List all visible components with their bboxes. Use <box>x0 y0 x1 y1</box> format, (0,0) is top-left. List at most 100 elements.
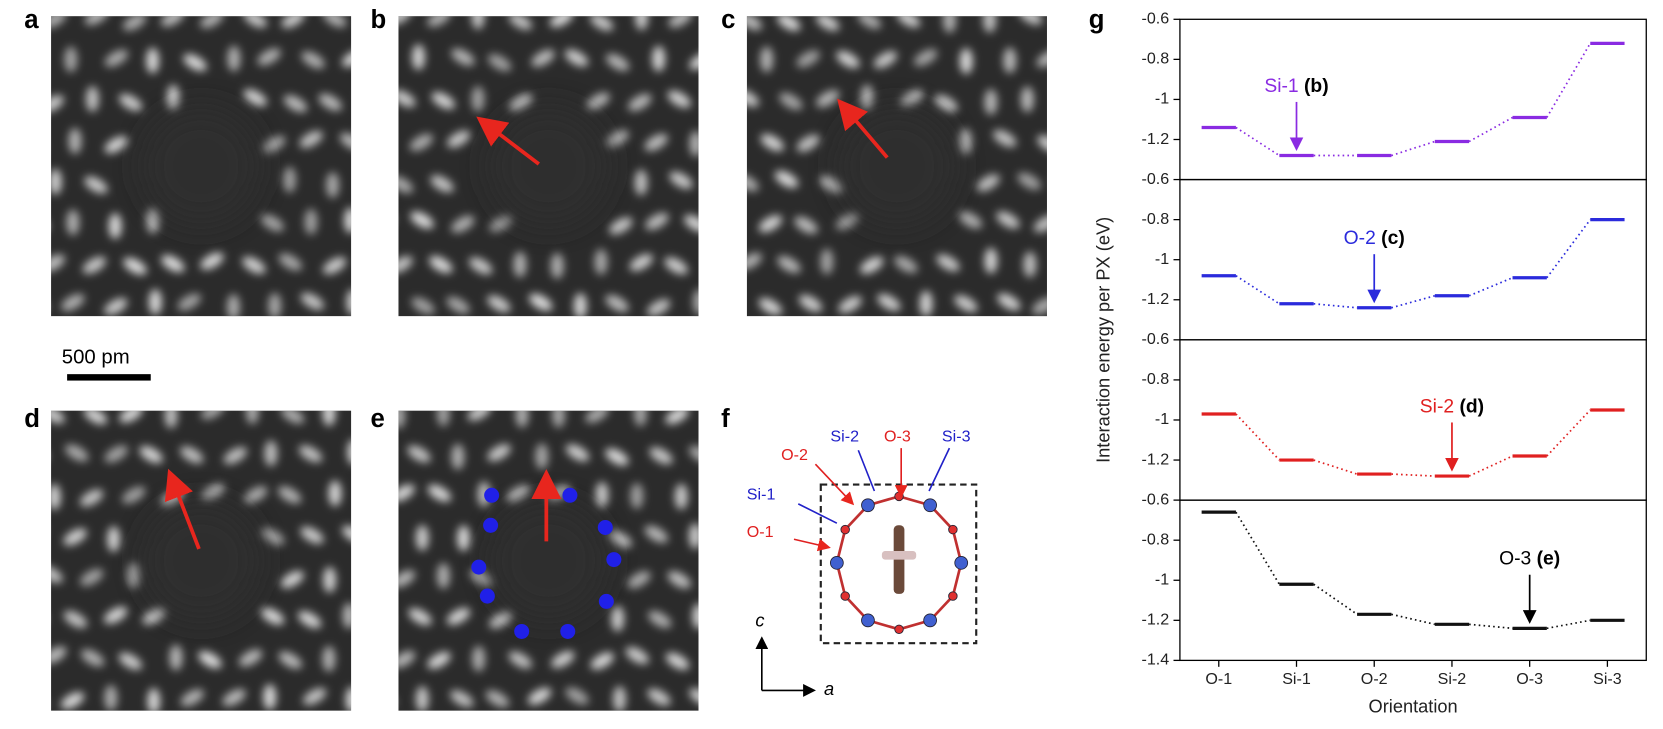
lattice-spot <box>6 171 19 197</box>
lattice-spot <box>429 256 453 274</box>
lattice-spot <box>118 652 143 670</box>
atom-label: Si-2 <box>830 428 859 446</box>
lattice-spot <box>84 176 108 194</box>
lattice-spot <box>243 89 267 107</box>
lattice-spot <box>63 610 88 628</box>
lattice-spot <box>446 296 470 314</box>
lattice-spot <box>107 526 121 552</box>
lattice-spot <box>223 447 247 465</box>
lattice-spot <box>703 87 732 111</box>
lattice-spot <box>161 16 185 27</box>
lattice-spot <box>0 562 26 586</box>
lattice-spot <box>1050 171 1079 195</box>
lattice-spot <box>0 361 2 387</box>
micrograph <box>0 360 352 712</box>
lattice-spot <box>166 84 180 111</box>
connector <box>1235 126 1280 157</box>
lattice-spot <box>959 48 973 74</box>
annotation: Si-2 (d) <box>1420 397 1484 418</box>
connector <box>1468 455 1513 477</box>
lattice-spot <box>278 253 302 271</box>
x-tick-label: O-2 <box>1361 670 1388 688</box>
lattice-spot <box>664 257 688 275</box>
lattice-spot <box>146 207 160 234</box>
lattice-spot <box>51 410 65 424</box>
lattice-spot <box>299 445 323 463</box>
atom <box>861 613 875 628</box>
lattice-spot <box>374 46 387 72</box>
y-tick-label: -1.2 <box>1141 611 1169 629</box>
lattice-spot <box>366 525 395 549</box>
lattice-spot <box>427 651 451 669</box>
atom <box>954 555 969 570</box>
structure-labels: O-2 Si-2 O-3 Si-3 Si-1 O-1 c a <box>747 428 971 700</box>
lattice-spot <box>142 607 166 625</box>
lattice-spot <box>549 16 574 28</box>
y-tick-label: -0.6 <box>1141 10 1169 28</box>
lattice-spot <box>263 360 276 386</box>
lattice-spot <box>23 210 52 234</box>
lattice-spot <box>354 250 367 276</box>
lattice-spot <box>723 441 752 465</box>
lattice-spot <box>1032 297 1047 315</box>
lattice-spot <box>529 293 553 311</box>
x-tick-label: Si-1 <box>1282 670 1311 688</box>
lattice-spot <box>820 248 834 275</box>
lattice-spot <box>200 252 224 270</box>
lattice-spot <box>896 16 921 28</box>
lattice-spot <box>104 684 118 711</box>
lattice-spot <box>19 130 48 154</box>
atom <box>894 624 904 635</box>
arrow <box>837 98 889 159</box>
lattice-spot <box>436 410 450 427</box>
lattice-spot <box>239 649 263 667</box>
lattice-spot <box>1037 135 1047 153</box>
lattice-spot <box>260 214 284 232</box>
y-tick-label: -0.6 <box>1141 170 1169 188</box>
lattice-spot <box>450 690 474 708</box>
lattice-spot <box>300 292 324 310</box>
lattice-spot <box>564 359 593 383</box>
panel-label: d <box>24 405 40 433</box>
lattice-spot <box>369 686 398 710</box>
lattice-spot <box>689 52 699 70</box>
lattice-spot <box>551 650 575 668</box>
lattice-spot <box>713 172 726 198</box>
lattice-spot <box>8 481 21 507</box>
connector <box>1546 42 1591 118</box>
lattice-spot <box>526 362 555 386</box>
lattice-spot <box>326 363 355 387</box>
lattice-spot <box>245 410 259 425</box>
lattice-spot <box>605 130 629 148</box>
lattice-spot <box>8 643 21 669</box>
y-tick-label: -1.4 <box>1141 651 1169 669</box>
micrograph <box>6 16 352 317</box>
lattice-spot <box>653 361 666 387</box>
lattice-spot <box>996 211 1020 229</box>
lattice-spot <box>594 249 608 275</box>
lattice-spot <box>914 49 938 67</box>
lattice-spot <box>1080 45 1093 71</box>
lattice-spot <box>398 176 414 194</box>
axis-label: c <box>755 611 764 631</box>
lattice-spot <box>411 297 435 315</box>
atom <box>894 491 904 502</box>
lattice-spot <box>1053 253 1082 277</box>
lattice-spot <box>85 86 99 112</box>
connector <box>1546 619 1591 630</box>
chart: -0.6-0.8-1-1.2Si-1 (b)-0.6-0.8-1-1.2O-2 (c… <box>1094 10 1647 716</box>
lattice-spot <box>378 129 391 155</box>
y-tick-label: -0.8 <box>1141 530 1169 548</box>
lattice-spot <box>1074 129 1103 153</box>
connector <box>1546 409 1591 457</box>
x-tick-label: O-1 <box>1205 670 1232 688</box>
lattice-spot <box>51 168 62 195</box>
structure-model <box>819 483 978 645</box>
dot <box>598 593 614 609</box>
annotation-ref: (e) <box>1537 549 1561 570</box>
lattice-spot <box>689 130 699 157</box>
lattice <box>326 359 752 711</box>
lattice-spot <box>27 363 40 389</box>
lattice-spot <box>21 688 50 712</box>
